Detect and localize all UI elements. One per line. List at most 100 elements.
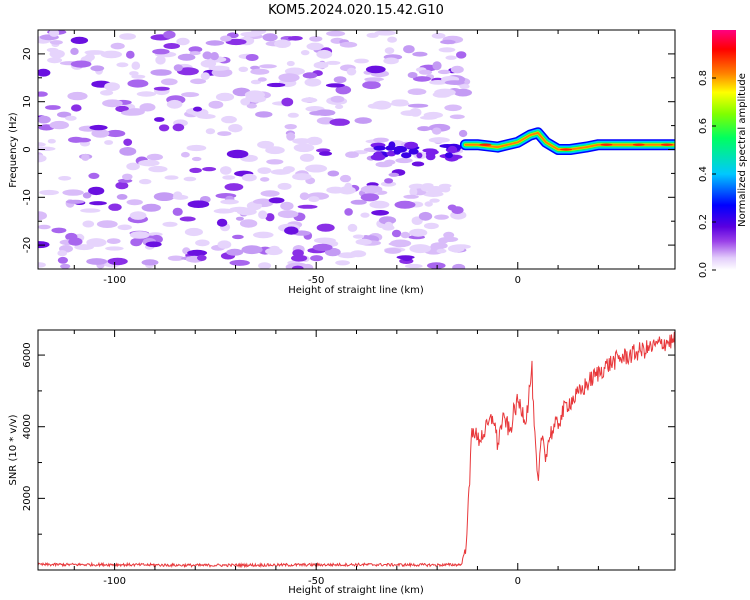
spectrogram-noise-blob [360, 185, 383, 194]
spectrogram-noise-blob [266, 82, 286, 88]
spectrogram-signal-band [459, 127, 675, 155]
spectrogram-noise-blob [139, 103, 156, 112]
spectrogram-noise-blob [371, 210, 389, 216]
colorbar-ticks: 0.0 0.2 0.4 0.6 0.8 [698, 70, 716, 278]
spectrogram-noise-blob [70, 36, 89, 45]
spectrogram-noise-blob [241, 245, 263, 255]
spectrogram-noise-blob [390, 239, 412, 248]
spectrogram-noise-blob [346, 67, 357, 76]
spectrogram-noise-blob [188, 46, 203, 53]
spectrogram-noise-blob [416, 152, 423, 159]
spectrogram-noise-blob [274, 39, 291, 48]
spectrogram-noise-blob [82, 220, 95, 228]
chart-title: KOM5.2024.020.15.42.G10 [268, 3, 444, 18]
spectrogram-noise-blob [193, 106, 202, 112]
spectrogram-noise-blob [216, 218, 228, 227]
spectrogram-noise-blob [246, 103, 257, 109]
snr-series-line [38, 331, 675, 569]
spectrogram-noise-blob [160, 78, 178, 86]
spectrogram-noise-blob [226, 248, 244, 256]
spectrogram-noise-blob [141, 203, 161, 212]
spectrogram-noise-blob [257, 167, 272, 175]
spectrogram-noise-blob [411, 161, 425, 167]
spectrogram-noise-blob [86, 238, 107, 247]
spectrogram-noise-blob [38, 91, 48, 97]
spectrogram-noise-blob [163, 30, 176, 39]
spectrogram-y-tick-label: -20 [22, 237, 33, 253]
spectrogram-noise-blob [291, 254, 308, 262]
spectrogram-noise-blob [427, 262, 446, 269]
spectrogram-noise-blob [187, 200, 210, 208]
spectrogram-noise-blob [123, 138, 133, 146]
spectrogram-noise-blob [148, 165, 168, 173]
spectrogram-noise-blob [70, 60, 92, 68]
spectrogram-noise-blob [65, 199, 85, 204]
spectrogram-noise-blob [195, 239, 210, 247]
spectrogram-noise-blob [452, 263, 466, 269]
spectrogram-noise-blob [38, 68, 51, 77]
spectrogram-noise-blob [38, 211, 47, 221]
spectrogram-noise-blob [38, 142, 46, 147]
spectrogram-noise-blob [391, 229, 402, 238]
spectrogram-noise-blob [313, 61, 329, 69]
spectrogram-noise-blob [141, 259, 159, 266]
spectrogram-noise-blob [284, 124, 297, 130]
spectrogram-noise-blob [364, 77, 384, 82]
spectrogram-noise-blob [250, 68, 270, 75]
spectrogram-noise-blob [57, 256, 68, 264]
spectrogram-noise-blob [306, 42, 324, 51]
spectrogram-noise-blob [360, 193, 380, 202]
spectrogram-noise-blob [444, 104, 462, 112]
spectrogram-noise-blob [390, 100, 410, 107]
spectrogram-noise-blob [284, 67, 305, 76]
spectrogram-noise-blob [71, 104, 82, 112]
spectrogram-noise-blob [339, 41, 358, 48]
spectrogram-noise-blob [384, 159, 396, 165]
spectrogram-noise-blob [355, 238, 372, 245]
spectrogram-noise-blob [413, 76, 431, 82]
spectrogram-noise-blob [119, 33, 136, 40]
spectrogram-noise-blob [197, 114, 216, 119]
spectrogram-noise-blob [105, 129, 126, 138]
spectrogram-noise-blob [245, 54, 259, 61]
spectrogram-noise-blob [369, 200, 390, 209]
spectrogram-noise-blob [326, 30, 346, 37]
spectrogram-noise-blob [47, 57, 63, 64]
spectrogram-noise-blob [110, 42, 125, 50]
spectrogram-noise-blob [437, 69, 451, 75]
spectrogram-noise-blob [373, 137, 389, 143]
colorbar-label: Normalized spectral amplitude [737, 73, 748, 227]
spectrogram-noise-blob [262, 33, 278, 42]
spectrogram-noise-blob [228, 124, 243, 133]
spectrogram-noise-blob [436, 248, 447, 254]
spectrogram-noise-blob [384, 178, 394, 184]
spectrogram-noise-blob [265, 247, 283, 256]
snr-panel: -100 -50 0 2000 4000 6000 Height of straight … [8, 329, 676, 596]
spectrogram-noise-blob [277, 210, 299, 219]
spectrogram-noise-blob [70, 47, 79, 56]
spectrogram-noise-blob [89, 201, 107, 206]
spectrogram-noise-blob [378, 216, 397, 225]
spectrogram-noise-blob [39, 189, 59, 196]
spectrogram-noise-blob [117, 224, 132, 231]
spectrogram-noise-blob [184, 227, 203, 237]
spectrogram-noise-blob [284, 226, 299, 235]
spectrogram-noise-blob [402, 256, 412, 262]
spectrogram-noise-blob [186, 144, 207, 152]
spectrogram-noise-blob [305, 164, 328, 173]
spectrogram-x-tick-label: -50 [308, 275, 324, 286]
spectrogram-noise-blob [200, 59, 217, 68]
spectrogram-noise-blob [384, 47, 395, 54]
spectrogram-noise-blob [401, 152, 412, 159]
spectrogram-noise-blob [409, 244, 432, 254]
spectrogram-noise-blob [102, 99, 123, 108]
spectrogram-noise-blob [104, 140, 114, 145]
spectrogram-noise-blob [67, 91, 88, 101]
spectrogram-noise-blob [172, 123, 185, 132]
spectrogram-noise-blob [354, 58, 369, 64]
spectrogram-noise-blob [447, 145, 458, 154]
spectrogram-noise-blob [449, 114, 465, 120]
spectrogram-noise-blob [145, 241, 162, 248]
spectrogram-noise-blob [252, 231, 274, 239]
spectrogram-signal-peak [660, 143, 673, 146]
